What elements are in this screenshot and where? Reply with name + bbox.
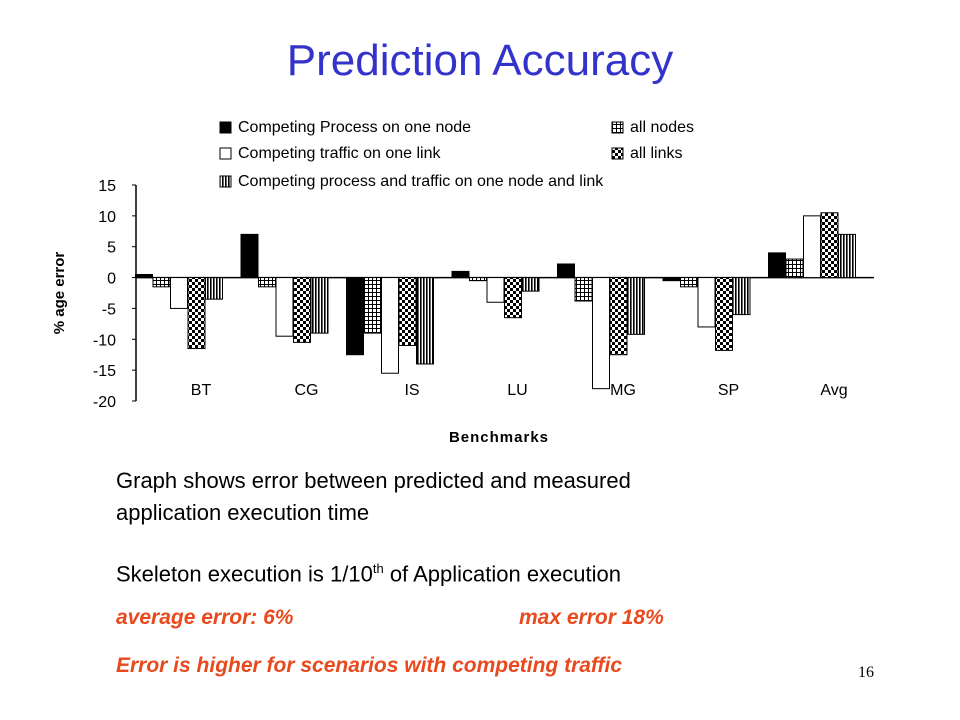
average-error: average error: 6% [116, 606, 294, 629]
competing-traffic-note: Error is higher for scenarios with compe… [116, 654, 623, 677]
bar-mg-series-3 [592, 277, 610, 390]
bar-is-series-2 [363, 277, 382, 334]
description-line-2: application execution time [116, 500, 370, 525]
bar-cg-series-2 [258, 277, 276, 288]
legend-swatch [219, 175, 232, 188]
bar-avg-series-2 [785, 258, 804, 279]
legend-label: all nodes [630, 119, 694, 136]
legend-swatch [219, 121, 232, 134]
bar-is-series-5 [416, 277, 434, 365]
chart-bars [135, 212, 856, 390]
legend-swatch [611, 147, 624, 160]
y-tick-label: 10 [98, 209, 116, 226]
bar-bt-series-1 [135, 273, 153, 279]
y-tick-label: -20 [93, 394, 116, 411]
bar-mg-series-2 [574, 277, 593, 302]
x-tick-label: LU [507, 382, 527, 399]
legend-label: Competing Process on one node [238, 119, 471, 136]
y-tick-label: -10 [93, 332, 116, 349]
bar-is-series-3 [381, 277, 399, 374]
legend-swatch [611, 121, 624, 134]
legend-swatch [219, 147, 232, 160]
bar-mg-series-1 [557, 263, 575, 279]
bar-lu-series-1 [451, 270, 470, 279]
bar-mg-series-5 [627, 277, 645, 335]
skeleton-text: Skeleton execution is 1/10th of Applicat… [116, 554, 621, 589]
bar-chart: Competing Process on one node all nodes Co… [51, 119, 874, 446]
chart-axes: 15 10 5 0 -5 -10 -15 -20 % age error Benchmarks BT… [51, 178, 874, 446]
x-tick-label: IS [404, 382, 419, 399]
y-tick-label: 5 [107, 240, 116, 257]
skeleton-prefix: Skeleton execution is 1/10 [116, 561, 373, 587]
bar-lu-series-5 [521, 277, 540, 292]
slide-title: Prediction Accuracy [286, 36, 674, 85]
y-axis-label: % age error [51, 252, 68, 335]
description-line-1: Graph shows error between predicted and … [116, 468, 631, 493]
y-tick-label: -5 [102, 301, 116, 318]
bar-is-series-4 [398, 277, 417, 346]
bar-cg-series-5 [310, 277, 329, 334]
bar-bt-series-3 [170, 277, 188, 309]
bar-cg-series-4 [293, 277, 311, 343]
bar-sp-series-2 [680, 277, 698, 288]
x-tick-label: MG [610, 382, 636, 399]
bar-cg-series-3 [275, 277, 294, 337]
bar-is-series-1 [346, 277, 364, 356]
y-tick-label: 0 [107, 271, 116, 288]
bar-avg-series-4 [820, 212, 839, 279]
legend-label: Competing traffic on one link [238, 145, 441, 162]
bar-lu-series-2 [469, 277, 487, 282]
bar-bt-series-2 [152, 277, 171, 288]
x-tick-label: Avg [820, 382, 847, 399]
bar-bt-series-4 [187, 277, 206, 350]
x-axis-label: Benchmarks [449, 429, 549, 446]
bar-cg-series-1 [240, 233, 259, 279]
x-tick-label: BT [191, 382, 212, 399]
bar-avg-series-3 [803, 215, 821, 279]
bar-sp-series-3 [697, 277, 716, 328]
y-tick-label: 15 [98, 178, 116, 195]
bar-mg-series-4 [609, 277, 628, 356]
skeleton-of: of [389, 561, 409, 587]
bar-sp-series-4 [715, 277, 733, 351]
x-tick-label: CG [295, 382, 319, 399]
bar-sp-series-1 [662, 277, 681, 282]
bar-bt-series-5 [205, 277, 223, 300]
skeleton-suffix: Application execution [413, 561, 621, 587]
skeleton-superscript: th [372, 561, 384, 576]
y-tick-label: -15 [93, 363, 116, 380]
bar-lu-series-4 [504, 277, 522, 319]
bar-lu-series-3 [486, 277, 505, 303]
bar-sp-series-5 [732, 277, 751, 316]
bar-avg-series-5 [838, 233, 856, 279]
max-error: max error 18% [519, 606, 664, 629]
legend-label: all links [630, 145, 682, 162]
x-tick-label: SP [718, 382, 739, 399]
legend-label: Competing process and traffic on one nod… [238, 173, 604, 190]
bar-avg-series-1 [768, 252, 786, 279]
chart-legend: Competing Process on one node all nodes Co… [219, 119, 694, 190]
slide-number: 16 [858, 664, 874, 681]
